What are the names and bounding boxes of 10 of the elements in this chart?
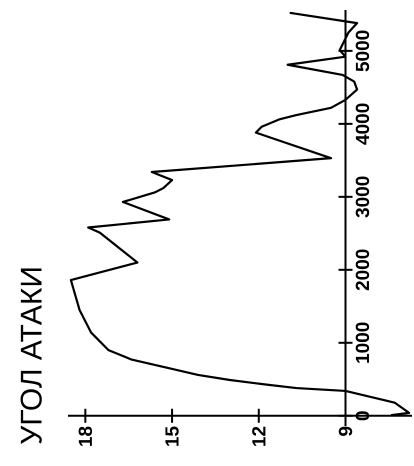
y-tick-label: 5000 <box>356 30 370 72</box>
y-tick-label: 2000 <box>356 249 370 290</box>
text: УГОЛ АТАКИ <box>20 268 42 444</box>
y-tick-label: 1000 <box>356 322 370 363</box>
x-tick-label: 15 <box>165 426 179 446</box>
x-tick-label: 9 <box>338 426 352 436</box>
y-tick-label: 4000 <box>356 104 370 145</box>
x-tick-label: 12 <box>252 426 266 446</box>
y-tick-label: 3000 <box>356 176 370 218</box>
x-tick-label: 18 <box>78 426 92 446</box>
